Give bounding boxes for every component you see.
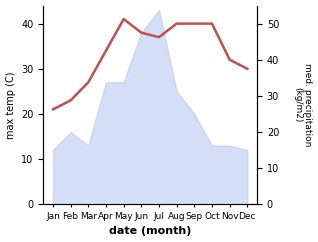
- X-axis label: date (month): date (month): [109, 227, 191, 236]
- Y-axis label: med. precipitation
(kg/m2): med. precipitation (kg/m2): [293, 63, 313, 147]
- Y-axis label: max temp (C): max temp (C): [5, 71, 16, 139]
